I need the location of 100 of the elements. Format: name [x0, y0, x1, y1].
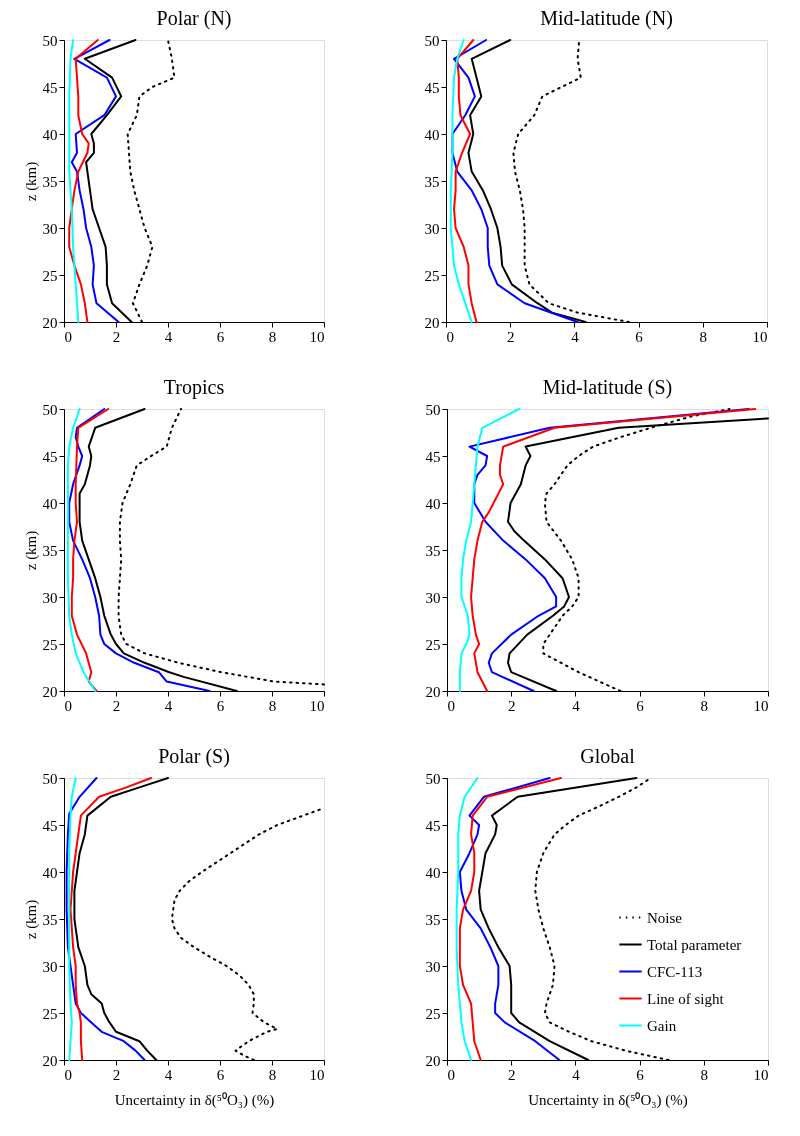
y-tick-label: 40	[424, 126, 440, 143]
x-tick-label: 4	[164, 328, 173, 345]
x-tick-label: 0	[64, 328, 72, 345]
x-tick-label: 6	[216, 1066, 225, 1083]
y-tick-label: 30	[424, 220, 440, 237]
y-tick-label: 40	[425, 495, 441, 512]
chart-title: Mid-latitude (N)	[540, 7, 673, 30]
y-tick-label: 45	[42, 817, 58, 834]
y-tick-label: 50	[42, 32, 58, 49]
y-tick-label: 45	[425, 817, 441, 834]
x-tick-label: 4	[164, 1066, 173, 1083]
line-series	[68, 408, 211, 692]
x-tick-label: 0	[64, 1066, 72, 1083]
line-series	[68, 39, 80, 323]
legend-label: Noise	[647, 909, 683, 926]
y-tick-label: 50	[425, 770, 441, 787]
y-tick-label: 50	[42, 770, 58, 787]
x-tick-label: 6	[635, 328, 644, 345]
y-tick-label: 25	[425, 1005, 441, 1022]
x-tick-label: 0	[446, 328, 454, 345]
x-tick-label: 10	[309, 1066, 325, 1083]
line-series	[451, 39, 579, 323]
y-tick-label: 45	[424, 79, 440, 96]
y-tick-label: 40	[42, 864, 58, 881]
line-series	[68, 777, 77, 1061]
x-tick-label: 10	[752, 328, 768, 345]
y-tick-label: 20	[42, 1052, 58, 1069]
x-tick-label: 8	[700, 697, 709, 714]
legend-label: Line of sight	[647, 990, 725, 1007]
x-tick-label: 8	[700, 1066, 709, 1083]
y-axis-title: z (km)	[22, 530, 40, 571]
y-tick-label: 35	[424, 173, 440, 190]
chart-title: Mid-latitude (S)	[542, 376, 673, 399]
x-tick-label: 0	[447, 697, 455, 714]
line-series	[458, 408, 521, 692]
y-tick-label: 35	[42, 173, 58, 190]
x-tick-label: 8	[268, 328, 277, 345]
x-tick-label: 0	[447, 1066, 455, 1083]
legend-label: Total parameter	[647, 936, 742, 953]
y-tick-label: 30	[42, 220, 58, 237]
y-tick-label: 25	[424, 267, 440, 284]
x-axis-title: Uncertainty in δ(⁵⁰O₃) (%)	[528, 1091, 688, 1109]
x-axis-title: Uncertainty in δ(⁵⁰O₃) (%)	[114, 1091, 275, 1109]
x-tick-label: 6	[636, 1066, 645, 1083]
chart-title: Global	[580, 745, 636, 767]
chart-title: Polar (N)	[156, 7, 232, 30]
x-tick-label: 6	[636, 697, 645, 714]
y-tick-label: 35	[42, 911, 58, 928]
y-tick-label: 40	[42, 126, 58, 143]
x-tick-label: 6	[216, 328, 225, 345]
y-tick-label: 35	[425, 542, 441, 559]
y-tick-label: 20	[425, 1052, 441, 1069]
y-tick-label: 30	[42, 958, 58, 975]
line-series	[68, 39, 99, 323]
x-tick-label: 8	[268, 697, 277, 714]
legend-label: CFC-113	[647, 963, 703, 980]
x-tick-label: 2	[506, 328, 515, 345]
y-axis-title: z (km)	[22, 899, 40, 940]
line-series	[70, 408, 110, 692]
x-tick-label: 10	[753, 1066, 769, 1083]
y-tick-label: 45	[42, 79, 58, 96]
x-tick-label: 0	[64, 697, 72, 714]
x-tick-label: 8	[268, 1066, 277, 1083]
y-tick-label: 35	[42, 542, 58, 559]
chart-title: Polar (S)	[158, 745, 230, 768]
y-tick-label: 30	[42, 589, 58, 606]
chart-title: Tropics	[163, 376, 225, 399]
y-tick-label: 30	[425, 589, 441, 606]
x-tick-label: 6	[216, 697, 225, 714]
x-tick-label: 4	[164, 697, 173, 714]
x-tick-label: 4	[571, 328, 580, 345]
x-tick-label: 8	[699, 328, 708, 345]
y-tick-label: 25	[42, 636, 58, 653]
y-tick-label: 40	[425, 864, 441, 881]
y-tick-label: 20	[42, 683, 58, 700]
x-tick-label: 2	[112, 697, 121, 714]
x-tick-label: 2	[112, 328, 121, 345]
line-series	[455, 777, 479, 1061]
y-tick-label: 25	[42, 267, 58, 284]
y-tick-label: 50	[42, 401, 58, 418]
y-tick-label: 50	[424, 32, 440, 49]
y-tick-label: 20	[424, 314, 440, 331]
y-tick-label: 30	[425, 958, 441, 975]
x-tick-label: 10	[753, 697, 769, 714]
y-tick-label: 20	[425, 683, 441, 700]
legend-label: Gain	[647, 1017, 677, 1034]
y-tick-label: 45	[425, 448, 441, 465]
x-tick-label: 10	[309, 328, 325, 345]
y-tick-label: 40	[42, 495, 58, 512]
x-tick-label: 4	[572, 697, 581, 714]
y-tick-label: 35	[425, 911, 441, 928]
x-tick-label: 2	[507, 697, 516, 714]
y-axis-title: z (km)	[22, 161, 40, 202]
line-series	[117, 408, 325, 686]
y-tick-label: 45	[42, 448, 58, 465]
y-tick-label: 50	[425, 401, 441, 418]
x-tick-label: 10	[309, 697, 325, 714]
x-tick-label: 2	[507, 1066, 516, 1083]
x-tick-label: 4	[572, 1066, 581, 1083]
y-tick-label: 25	[425, 636, 441, 653]
